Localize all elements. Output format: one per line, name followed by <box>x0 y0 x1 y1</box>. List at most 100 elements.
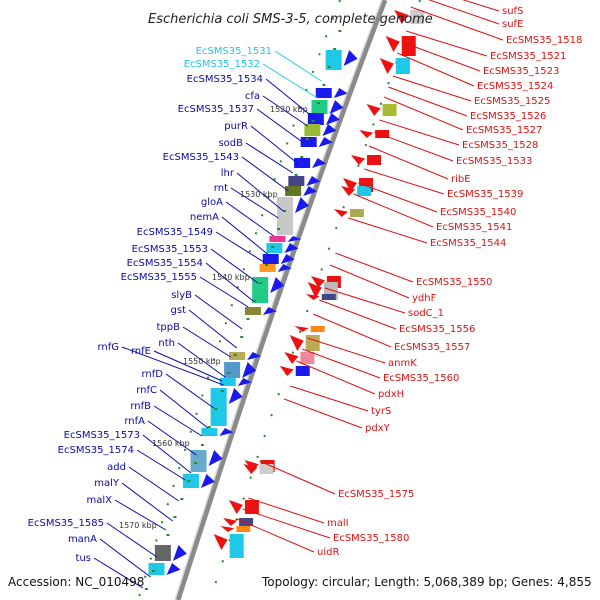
label-connector-line <box>177 342 226 378</box>
tick-mark <box>288 192 292 194</box>
gene-label-left[interactable]: rnfD <box>142 369 164 380</box>
gene-label-left[interactable]: rnfG <box>97 342 119 353</box>
gene-label-left[interactable]: EcSMS35_1532 <box>184 59 260 70</box>
feature-forward-block <box>315 88 332 98</box>
feature-forward-arrow <box>303 186 318 196</box>
feature-forward-arrow <box>287 236 302 242</box>
gene-label-left[interactable]: EcSMS35_1534 <box>187 74 263 85</box>
gene-label-left[interactable]: EcSMS35_1585 <box>28 518 104 529</box>
gene-label-right[interactable]: anmK <box>388 358 417 369</box>
gene-label-left[interactable]: cfa <box>245 91 260 102</box>
gene-label-right[interactable]: EcSMS35_1525 <box>474 96 550 107</box>
gene-label-right[interactable]: EcSMS35_1575 <box>338 489 414 500</box>
feature-forward-block <box>244 307 261 315</box>
label-connector-line <box>397 52 475 87</box>
gene-label-right[interactable]: EcSMS35_1523 <box>483 66 559 77</box>
gene-label-left[interactable]: nth <box>158 338 175 349</box>
gene-label-left[interactable]: EcSMS35_1555 <box>121 272 197 283</box>
gene-label-left[interactable]: purR <box>224 121 248 132</box>
feature-forward-arrow <box>329 100 344 114</box>
gene-label-left[interactable]: nemA <box>190 212 219 223</box>
gene-label-right[interactable]: EcSMS35_1580 <box>333 533 409 544</box>
feature-forward-arrow <box>242 362 257 378</box>
gene-label-right[interactable]: EcSMS35_1533 <box>456 156 532 167</box>
gene-label-left[interactable]: rnfB <box>130 401 151 412</box>
gene-label-right[interactable]: EcSMS35_1541 <box>436 222 512 233</box>
gene-label-left[interactable]: rnt <box>214 183 228 194</box>
gene-label-left[interactable]: gloA <box>201 197 223 208</box>
gene-label-left[interactable]: gst <box>171 305 187 316</box>
gene-label-right[interactable]: pdxH <box>378 389 404 400</box>
label-connector-line <box>153 405 203 437</box>
gene-label-left[interactable]: malY <box>94 478 120 489</box>
gene-label-left[interactable]: sodB <box>218 138 243 149</box>
label-connector-line <box>182 326 232 358</box>
label-connector-line <box>462 0 500 12</box>
feature-reverse-arrow <box>279 366 294 376</box>
gene-label-right[interactable]: EcSMS35_1557 <box>394 342 470 353</box>
feature-reverse-arrow <box>379 58 394 74</box>
label-connector-line <box>225 201 275 237</box>
gene-label-right[interactable]: EcSMS35_1556 <box>399 324 475 335</box>
gene-label-left[interactable]: rnfA <box>124 416 145 427</box>
label-connector-line <box>348 217 428 244</box>
gene-label-left[interactable]: add <box>107 462 126 473</box>
gene-label-left[interactable]: EcSMS35_1573 <box>64 430 140 441</box>
gene-label-left[interactable]: rnfE <box>131 346 151 357</box>
gene-label-left[interactable]: EcSMS35_1574 <box>58 445 134 456</box>
gene-label-right[interactable]: sufE <box>502 19 523 30</box>
gene-label-left[interactable]: rnfC <box>136 385 157 396</box>
gene-label-left[interactable]: EcSMS35_1549 <box>137 227 213 238</box>
scale-label-1550: 1550 kbp <box>183 357 221 366</box>
gene-label-right[interactable]: EcSMS35_1560 <box>383 373 459 384</box>
feature-forward-block <box>277 197 294 235</box>
gene-label-left[interactable]: EcSMS35_1554 <box>127 258 203 269</box>
gene-label-left[interactable]: tppB <box>157 322 181 333</box>
gene-label-right[interactable]: EcSMS35_1526 <box>470 111 546 122</box>
label-connector-line <box>374 131 454 162</box>
gene-label-left[interactable]: slyB <box>171 290 192 301</box>
feature-forward-block <box>148 563 165 575</box>
gene-label-right[interactable]: EcSMS35_1518 <box>506 35 582 46</box>
feature-forward-block <box>210 388 227 426</box>
label-connector-line <box>236 518 315 553</box>
label-connector-line <box>147 420 197 456</box>
feature-forward-block <box>304 124 321 136</box>
gene-label-right[interactable]: EcSMS35_1524 <box>477 81 553 92</box>
gene-label-right[interactable]: tyrS <box>371 406 391 417</box>
label-connector-line <box>121 482 173 522</box>
gene-label-left[interactable]: EcSMS35_1553 <box>132 244 208 255</box>
label-connector-line <box>368 145 449 180</box>
feature-reverse-block <box>375 130 390 138</box>
feature-reverse-arrow <box>310 276 325 288</box>
gene-label-right[interactable]: uidR <box>317 547 339 558</box>
gene-label-right[interactable]: EcSMS35_1544 <box>430 238 506 249</box>
gene-label-right[interactable]: sufS <box>502 6 523 17</box>
gene-label-right[interactable]: sodC_1 <box>408 308 444 319</box>
feature-reverse-block <box>349 209 364 217</box>
gene-label-right[interactable]: malI <box>327 518 349 529</box>
scale-label-1520: 1520 kbp <box>270 105 308 114</box>
gene-label-left[interactable]: tus <box>76 553 91 564</box>
gene-label-right[interactable]: EcSMS35_1550 <box>416 277 492 288</box>
label-connector-line <box>296 360 376 395</box>
gene-label-left[interactable]: EcSMS35_1531 <box>196 46 272 57</box>
gene-label-left[interactable]: EcSMS35_1537 <box>178 104 254 115</box>
gene-label-right[interactable]: EcSMS35_1527 <box>466 125 542 136</box>
gene-label-left[interactable]: manA <box>68 534 97 545</box>
label-connector-line <box>410 6 504 41</box>
gene-label-right[interactable]: EcSMS35_1521 <box>490 51 566 62</box>
gene-label-right[interactable]: pdxY <box>365 423 391 434</box>
gene-label-left[interactable]: lhr <box>221 168 235 179</box>
gene-label-right[interactable]: EcSMS35_1539 <box>447 189 523 200</box>
tick-mark <box>207 426 211 428</box>
gene-label-right[interactable]: ribE <box>451 174 471 185</box>
scale-label-1570: 1570 kbp <box>119 521 157 530</box>
gene-label-left[interactable]: EcSMS35_1543 <box>163 152 239 163</box>
gene-label-left[interactable]: malX <box>87 495 113 506</box>
gene-label-right[interactable]: ydhF <box>412 293 437 304</box>
gene-label-right[interactable]: EcSMS35_1540 <box>440 207 516 218</box>
gene-label-right[interactable]: EcSMS35_1528 <box>462 140 538 151</box>
scale-label-1530: 1530 kbp <box>240 190 278 199</box>
tick-mark <box>187 480 191 482</box>
